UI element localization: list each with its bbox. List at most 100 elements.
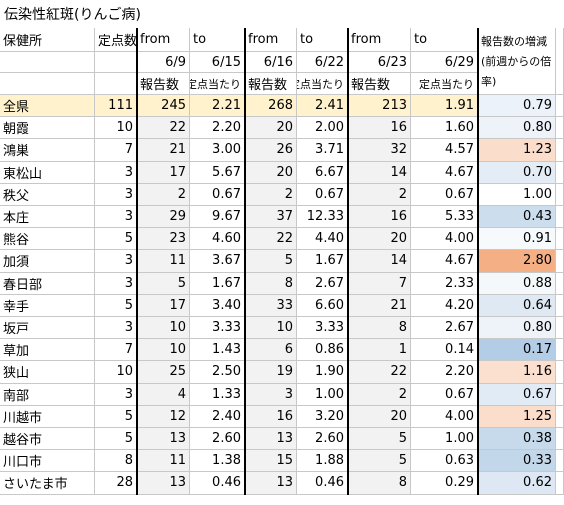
table-cell: 5 bbox=[95, 294, 137, 317]
row-label: 熊谷 bbox=[0, 228, 95, 251]
table-cell: 4.67 bbox=[411, 161, 478, 184]
table-cell: 10 bbox=[137, 339, 190, 362]
header-cell: 保健所 bbox=[0, 28, 95, 52]
table-cell: 1.90 bbox=[297, 361, 348, 384]
row-label: 春日部 bbox=[0, 272, 95, 295]
table-cell: 13 bbox=[137, 472, 190, 495]
table-cell: 5 bbox=[95, 405, 137, 428]
table-cell: 1.67 bbox=[297, 250, 348, 273]
table-cell: 13 bbox=[245, 428, 297, 451]
date-cell: 6/29 bbox=[411, 52, 478, 73]
table-cell: 3 bbox=[95, 161, 137, 184]
table-cell bbox=[556, 95, 564, 118]
table-cell bbox=[556, 250, 564, 273]
table-cell: 1.43 bbox=[190, 339, 245, 362]
table-cell: 10 bbox=[95, 117, 137, 140]
sheet-title: 伝染性紅斑(りんご病) bbox=[4, 7, 141, 23]
table-cell: 22 bbox=[245, 228, 297, 251]
table-cell: 0.67 bbox=[297, 183, 348, 206]
table-cell: 6.60 bbox=[297, 294, 348, 317]
table-cell: 14 bbox=[348, 161, 411, 184]
table-cell: 4.00 bbox=[411, 405, 478, 428]
table-cell: 4.60 bbox=[190, 228, 245, 251]
table-cell: 5 bbox=[95, 428, 137, 451]
table-cell: 0.63 bbox=[411, 450, 478, 473]
date-cell: 6/9 bbox=[137, 52, 190, 73]
table-cell: 1 bbox=[348, 339, 411, 362]
table-cell bbox=[556, 228, 564, 251]
table-cell: 0.64 bbox=[478, 294, 556, 317]
header-cell: 定点数 bbox=[95, 28, 137, 52]
table-cell: 1.00 bbox=[478, 183, 556, 206]
table-cell: 3.00 bbox=[190, 139, 245, 162]
table-cell bbox=[556, 139, 564, 162]
table-cell: 3 bbox=[95, 317, 137, 340]
table-cell: 268 bbox=[245, 95, 297, 118]
table-cell: 12 bbox=[137, 405, 190, 428]
table-cell: 2 bbox=[137, 183, 190, 206]
table-cell: 6.67 bbox=[297, 161, 348, 184]
table-cell: 23 bbox=[137, 228, 190, 251]
table-cell bbox=[556, 383, 564, 406]
table-cell: 3.33 bbox=[190, 317, 245, 340]
table-cell: 21 bbox=[348, 294, 411, 317]
table-cell: 19 bbox=[245, 361, 297, 384]
table-cell: 213 bbox=[348, 95, 411, 118]
header-cell: to bbox=[190, 28, 245, 52]
table-cell: 0.70 bbox=[478, 161, 556, 184]
row-label: 南部 bbox=[0, 383, 95, 406]
table-cell: 14 bbox=[348, 250, 411, 273]
table-cell: 3.20 bbox=[297, 405, 348, 428]
header-cell: 定点当たり bbox=[190, 73, 245, 95]
row-label: 幸手 bbox=[0, 294, 95, 317]
table-cell: 1.16 bbox=[478, 361, 556, 384]
row-label: 朝霞 bbox=[0, 117, 95, 140]
table-cell: 3.71 bbox=[297, 139, 348, 162]
table-cell bbox=[556, 117, 564, 140]
header-cell bbox=[0, 73, 95, 95]
date-cell: 6/22 bbox=[297, 52, 348, 73]
table-cell: 12.33 bbox=[297, 206, 348, 229]
table-cell: 9.67 bbox=[190, 206, 245, 229]
header-cell: from bbox=[348, 28, 411, 52]
table-cell: 2 bbox=[348, 383, 411, 406]
table-cell: 17 bbox=[137, 161, 190, 184]
header-cell bbox=[556, 28, 564, 95]
header-cell: to bbox=[411, 28, 478, 52]
date-cell: 6/16 bbox=[245, 52, 297, 73]
header-cell bbox=[0, 52, 95, 73]
table-cell: 10 bbox=[137, 317, 190, 340]
table-cell: 3 bbox=[245, 383, 297, 406]
row-label: 草加 bbox=[0, 339, 95, 362]
table-cell: 2.20 bbox=[411, 361, 478, 384]
table-cell: 245 bbox=[137, 95, 190, 118]
table-cell: 21 bbox=[137, 139, 190, 162]
row-label: 坂戸 bbox=[0, 317, 95, 340]
table-cell: 8 bbox=[348, 317, 411, 340]
table-cell bbox=[556, 428, 564, 451]
row-label: さいたま市 bbox=[0, 472, 95, 495]
header-cell: 報告数 bbox=[348, 73, 411, 95]
table-cell: 1.60 bbox=[411, 117, 478, 140]
table-cell: 4 bbox=[137, 383, 190, 406]
table-cell: 1.67 bbox=[190, 272, 245, 295]
table-cell: 1.88 bbox=[297, 450, 348, 473]
table-cell: 17 bbox=[137, 294, 190, 317]
table-cell: 20 bbox=[245, 117, 297, 140]
table-cell: 0.67 bbox=[411, 383, 478, 406]
table-cell: 22 bbox=[137, 117, 190, 140]
table-cell: 20 bbox=[348, 405, 411, 428]
table-cell: 1.25 bbox=[478, 405, 556, 428]
row-label: 川越市 bbox=[0, 405, 95, 428]
table-cell: 4.40 bbox=[297, 228, 348, 251]
table-cell bbox=[556, 450, 564, 473]
table-cell: 0.38 bbox=[478, 428, 556, 451]
table-cell bbox=[556, 206, 564, 229]
table-cell: 2.67 bbox=[297, 272, 348, 295]
table-cell: 2.21 bbox=[190, 95, 245, 118]
table-cell: 7 bbox=[95, 139, 137, 162]
table-cell: 3 bbox=[95, 206, 137, 229]
table-cell: 1.38 bbox=[190, 450, 245, 473]
table-cell bbox=[556, 405, 564, 428]
